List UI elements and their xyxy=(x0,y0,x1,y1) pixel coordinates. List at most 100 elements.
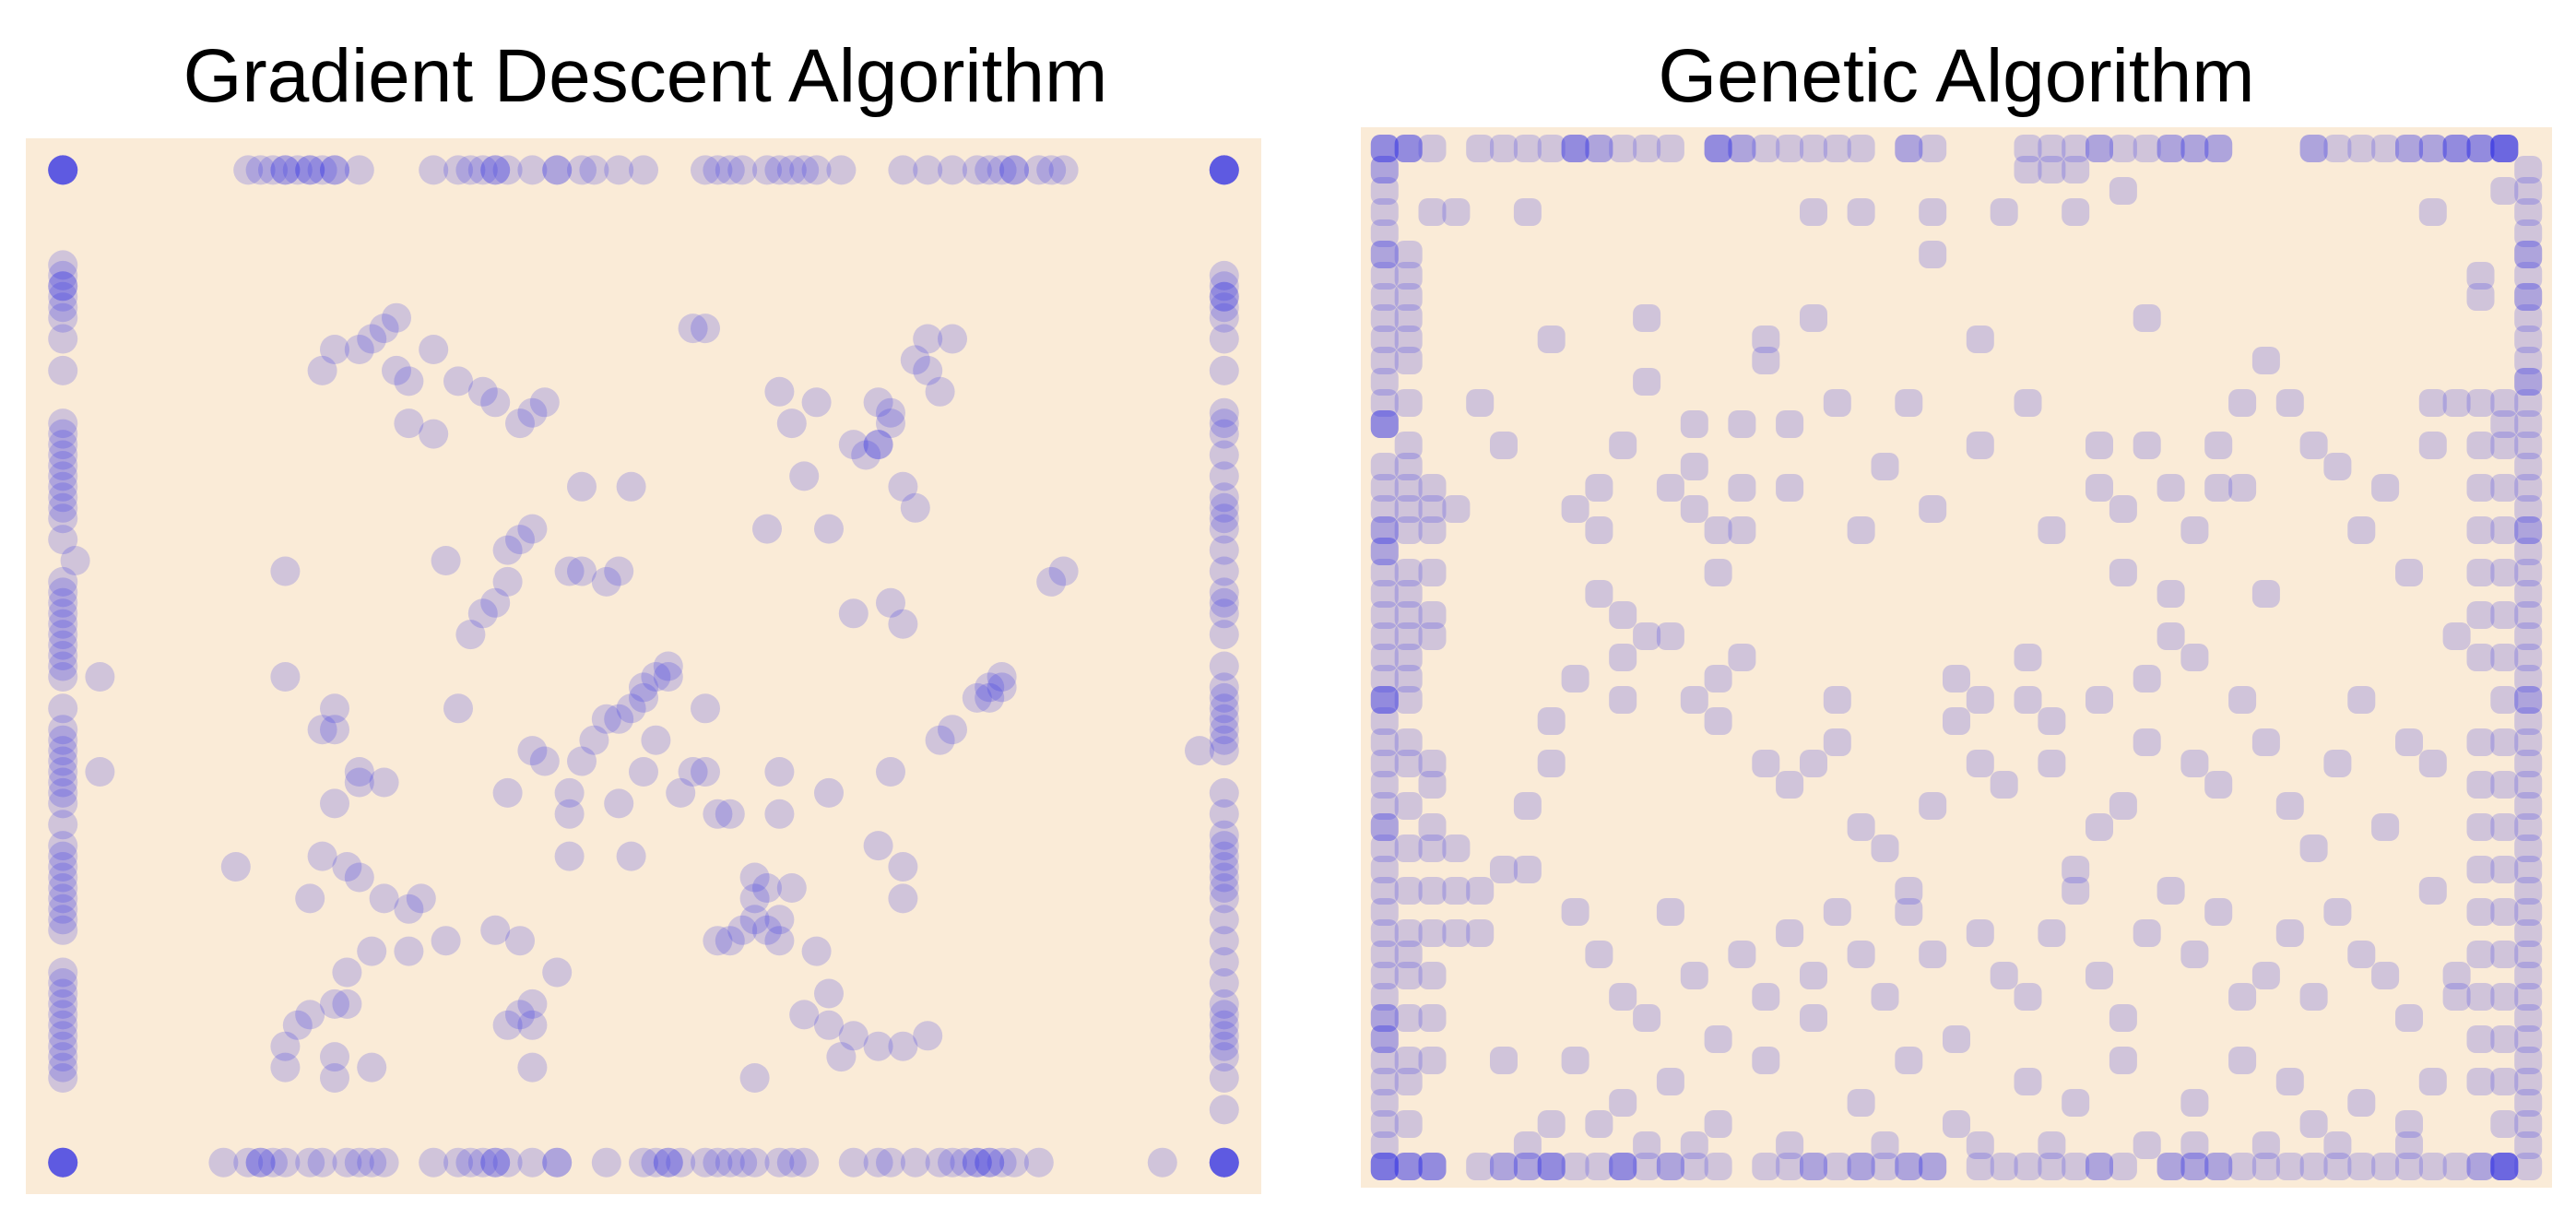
data-point xyxy=(1023,1147,1054,1178)
data-point xyxy=(431,926,461,956)
data-point xyxy=(2014,135,2042,162)
data-point xyxy=(2395,1004,2423,1032)
data-point xyxy=(2204,432,2233,459)
data-point xyxy=(591,1147,621,1178)
data-point xyxy=(369,314,399,344)
data-point xyxy=(1418,474,1447,502)
data-point xyxy=(1370,983,1399,1011)
data-point xyxy=(1370,728,1399,756)
data-point xyxy=(1209,1063,1239,1093)
data-point xyxy=(1990,771,2018,799)
data-point xyxy=(2514,644,2543,671)
data-point xyxy=(691,757,720,787)
plot-background xyxy=(1361,127,2552,1188)
data-point xyxy=(2347,686,2376,714)
data-point xyxy=(1800,198,1827,226)
data-point xyxy=(2371,135,2400,162)
data-point xyxy=(1513,1153,1542,1180)
data-point xyxy=(764,155,795,185)
data-point xyxy=(2490,1153,2519,1180)
data-point xyxy=(2514,538,2543,565)
data-point xyxy=(2466,389,2495,417)
data-point xyxy=(492,535,523,565)
data-point xyxy=(48,873,78,903)
data-point xyxy=(1800,1004,1827,1032)
data-point xyxy=(467,155,498,185)
data-point xyxy=(2228,474,2257,502)
data-point xyxy=(629,155,658,185)
data-point xyxy=(1656,622,1684,650)
data-point xyxy=(1490,1047,1518,1074)
data-point xyxy=(2514,156,2543,183)
data-point xyxy=(789,155,820,185)
data-point xyxy=(1966,326,1994,353)
data-point xyxy=(2490,410,2519,438)
data-point xyxy=(2157,1153,2185,1180)
data-point xyxy=(1847,198,1875,226)
data-point xyxy=(1752,983,1780,1011)
data-point xyxy=(938,715,967,745)
data-point xyxy=(2514,983,2543,1011)
data-point xyxy=(2014,983,2042,1011)
data-point xyxy=(1370,601,1399,629)
data-point xyxy=(344,1147,374,1178)
data-point xyxy=(1394,241,1423,268)
data-point xyxy=(1752,1153,1780,1180)
data-point xyxy=(1823,898,1851,926)
data-point xyxy=(307,355,337,385)
data-point xyxy=(1418,834,1447,862)
data-point xyxy=(48,1147,78,1178)
data-point xyxy=(2086,1153,2113,1180)
data-point xyxy=(1209,1147,1239,1178)
data-point xyxy=(1418,962,1447,989)
data-point xyxy=(1823,389,1851,417)
data-point xyxy=(826,155,857,185)
data-point xyxy=(1752,750,1780,777)
data-point xyxy=(1209,355,1239,385)
data-point xyxy=(2418,1068,2447,1095)
data-point xyxy=(2228,686,2257,714)
data-point xyxy=(394,408,424,439)
data-point xyxy=(1466,135,1495,162)
data-point xyxy=(1023,155,1054,185)
data-point xyxy=(666,1147,696,1178)
data-point xyxy=(1394,135,1423,162)
data-point xyxy=(320,693,349,724)
data-point xyxy=(2490,1153,2519,1180)
data-point xyxy=(975,155,1005,185)
data-point xyxy=(567,471,597,502)
data-point xyxy=(2466,898,2495,926)
data-point xyxy=(1370,326,1399,353)
data-point xyxy=(1394,919,1423,947)
data-point xyxy=(270,1052,301,1083)
data-point xyxy=(1847,1153,1875,1180)
data-point xyxy=(975,682,1005,713)
data-point xyxy=(2466,474,2495,502)
data-point xyxy=(48,430,78,460)
data-point xyxy=(764,905,795,935)
data-point xyxy=(48,155,78,185)
data-point xyxy=(826,1042,857,1072)
data-point xyxy=(492,155,523,185)
data-point xyxy=(1209,672,1239,703)
data-point xyxy=(492,1147,523,1178)
data-point xyxy=(270,1031,301,1061)
data-point xyxy=(2395,559,2423,586)
data-point xyxy=(48,566,78,597)
data-point xyxy=(2514,1131,2543,1159)
data-point xyxy=(2133,1131,2161,1159)
data-point xyxy=(629,672,658,703)
data-point xyxy=(2109,177,2137,205)
data-point xyxy=(1871,834,1899,862)
data-point xyxy=(48,260,78,290)
data-point xyxy=(480,915,511,945)
data-point xyxy=(1656,1153,1684,1180)
data-point xyxy=(2514,389,2543,417)
data-point xyxy=(1919,135,1947,162)
data-point xyxy=(1680,410,1708,438)
data-point xyxy=(48,482,78,513)
data-point xyxy=(591,566,621,597)
data-point xyxy=(1370,1153,1399,1180)
data-point xyxy=(1537,1153,1566,1180)
data-point xyxy=(2418,1153,2447,1180)
